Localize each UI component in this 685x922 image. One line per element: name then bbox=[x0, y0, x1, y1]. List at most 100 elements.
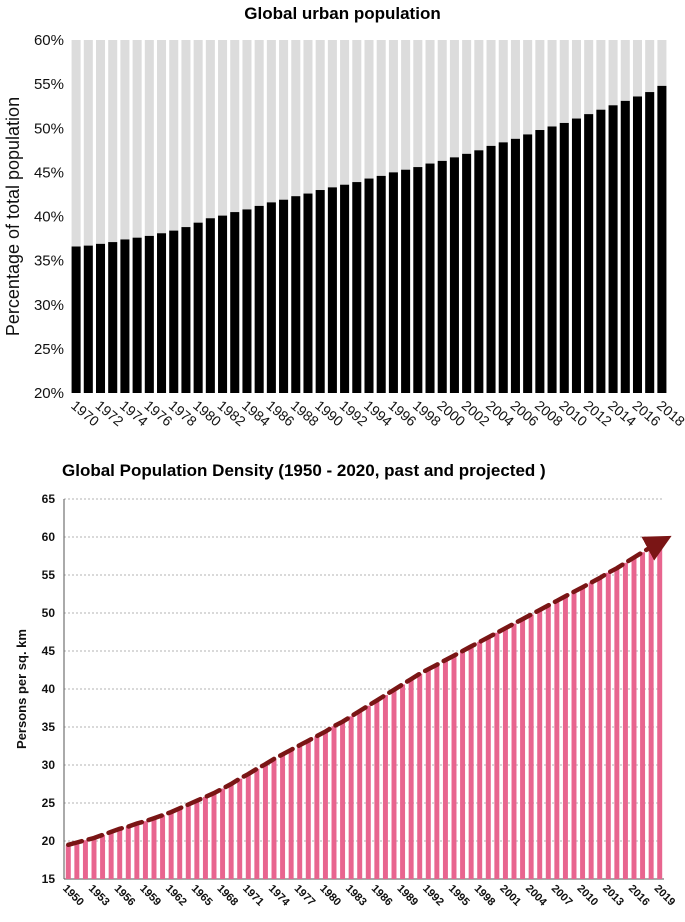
y-tick-label: 40 bbox=[42, 682, 56, 696]
density-bar-2004 bbox=[528, 614, 534, 879]
urban-bar-1986 bbox=[266, 202, 276, 393]
y-tick-label: 35 bbox=[42, 720, 56, 734]
urban-bar-2011 bbox=[571, 118, 581, 393]
density-bar-1978 bbox=[305, 740, 311, 879]
y-tick-label: 25% bbox=[34, 341, 64, 358]
density-bar-1956 bbox=[117, 828, 123, 879]
chart-title: Global Population Density (1950 - 2020, … bbox=[62, 461, 546, 480]
y-tick-label: 55% bbox=[34, 76, 64, 93]
density-bar-1963 bbox=[177, 808, 183, 879]
density-bar-1993 bbox=[434, 664, 440, 879]
density-bar-1997 bbox=[468, 646, 474, 879]
total-bar-1971 bbox=[83, 40, 93, 393]
density-bar-1996 bbox=[460, 651, 466, 879]
urban-bar-1970 bbox=[71, 246, 81, 393]
density-bar-1977 bbox=[297, 745, 303, 879]
y-tick-label: 55 bbox=[42, 568, 56, 582]
urban-bar-1995 bbox=[376, 175, 386, 393]
density-bar-1954 bbox=[100, 834, 106, 879]
urban-bar-1998 bbox=[413, 167, 423, 393]
density-bar-1976 bbox=[288, 749, 294, 879]
density-bar-1992 bbox=[425, 669, 431, 879]
density-bar-1989 bbox=[400, 684, 406, 879]
x-tick-label: 1959 bbox=[137, 883, 163, 909]
urban-bar-2007 bbox=[523, 134, 533, 394]
density-bar-1983 bbox=[348, 716, 354, 879]
x-tick-label: 1950 bbox=[60, 883, 86, 909]
density-bar-2018 bbox=[648, 546, 654, 879]
urban-bar-1992 bbox=[340, 184, 350, 393]
density-bar-2001 bbox=[502, 628, 508, 879]
urban-bar-2015 bbox=[620, 100, 630, 393]
x-tick-label: 1965 bbox=[189, 883, 215, 909]
density-bar-1959 bbox=[142, 821, 148, 879]
density-bar-1951 bbox=[74, 842, 80, 879]
density-bar-2003 bbox=[520, 619, 526, 879]
density-bar-1995 bbox=[451, 655, 457, 879]
urban-bar-1994 bbox=[364, 178, 374, 393]
x-tick-label: 2004 bbox=[523, 883, 549, 909]
urban-bar-2018 bbox=[657, 85, 667, 393]
y-tick-label: 35% bbox=[34, 253, 64, 270]
x-tick-label: 1971 bbox=[240, 883, 266, 909]
urban-bar-2001 bbox=[449, 157, 459, 393]
x-tick-label: 2007 bbox=[549, 883, 575, 909]
urban-bar-2000 bbox=[437, 160, 447, 393]
urban-bar-1997 bbox=[401, 169, 411, 393]
density-bar-2009 bbox=[571, 591, 577, 879]
urban-bar-1999 bbox=[425, 163, 435, 393]
y-tick-label: 30% bbox=[34, 297, 64, 314]
x-tick-label: 2010 bbox=[574, 883, 600, 909]
urban-population-chart: Global urban population 20% 25% 30% 35% 40% 4… bbox=[0, 0, 685, 450]
x-tick-label: 1977 bbox=[292, 883, 318, 909]
density-bar-1958 bbox=[134, 823, 140, 879]
urban-bar-1990 bbox=[315, 190, 325, 393]
density-bar-1985 bbox=[365, 705, 371, 879]
urban-bar-1989 bbox=[303, 193, 313, 393]
density-bar-1975 bbox=[280, 754, 286, 879]
urban-bar-2005 bbox=[498, 142, 508, 393]
density-bar-1973 bbox=[262, 764, 268, 879]
x-tick-label: 1998 bbox=[472, 883, 498, 909]
density-bar-1980 bbox=[322, 731, 328, 879]
density-bar-1994 bbox=[442, 660, 448, 879]
urban-bar-1987 bbox=[279, 199, 289, 393]
urban-bar-1993 bbox=[352, 182, 362, 393]
x-tick-label: 2016 bbox=[626, 883, 652, 909]
y-axis-label: Percentage of total population bbox=[3, 97, 23, 336]
total-bar-1981 bbox=[205, 40, 215, 393]
density-bar-1999 bbox=[485, 637, 491, 879]
x-tick-label: 1968 bbox=[214, 883, 240, 909]
urban-bar-1977 bbox=[157, 233, 167, 393]
density-bar-2019 bbox=[657, 542, 663, 879]
urban-bar-1996 bbox=[388, 172, 398, 393]
y-tick-label: 25 bbox=[42, 796, 56, 810]
density-bar-1987 bbox=[382, 695, 388, 879]
urban-bar-1985 bbox=[254, 205, 264, 393]
x-tick-label: 1995 bbox=[446, 883, 472, 909]
x-tick-label: 1962 bbox=[163, 883, 189, 909]
chart-title: Global urban population bbox=[244, 4, 441, 23]
population-density-chart: Global Population Density (1950 - 2020, … bbox=[0, 455, 685, 922]
density-bar-1960 bbox=[151, 818, 157, 879]
x-tick-label: 2013 bbox=[600, 883, 626, 909]
urban-bar-1984 bbox=[242, 209, 252, 393]
density-bar-2008 bbox=[562, 596, 568, 879]
density-bar-1981 bbox=[331, 726, 337, 879]
density-bar-1969 bbox=[228, 784, 234, 879]
trend-line bbox=[66, 535, 672, 848]
density-bar-2016 bbox=[631, 557, 637, 879]
density-bar-2002 bbox=[511, 623, 517, 879]
x-tick-label: 1980 bbox=[317, 883, 343, 909]
urban-bar-1978 bbox=[169, 230, 179, 393]
urban-bar-2013 bbox=[596, 109, 606, 393]
density-bar-1982 bbox=[340, 721, 346, 879]
density-bar-1970 bbox=[237, 778, 243, 879]
y-tick-label: 50% bbox=[34, 120, 64, 137]
y-tick-label: 40% bbox=[34, 209, 64, 226]
y-tick-label: 50 bbox=[42, 606, 56, 620]
density-bar-2015 bbox=[622, 562, 628, 879]
total-bar-1973 bbox=[108, 40, 118, 393]
y-tick-label: 60 bbox=[42, 530, 56, 544]
density-bar-2000 bbox=[494, 632, 500, 879]
